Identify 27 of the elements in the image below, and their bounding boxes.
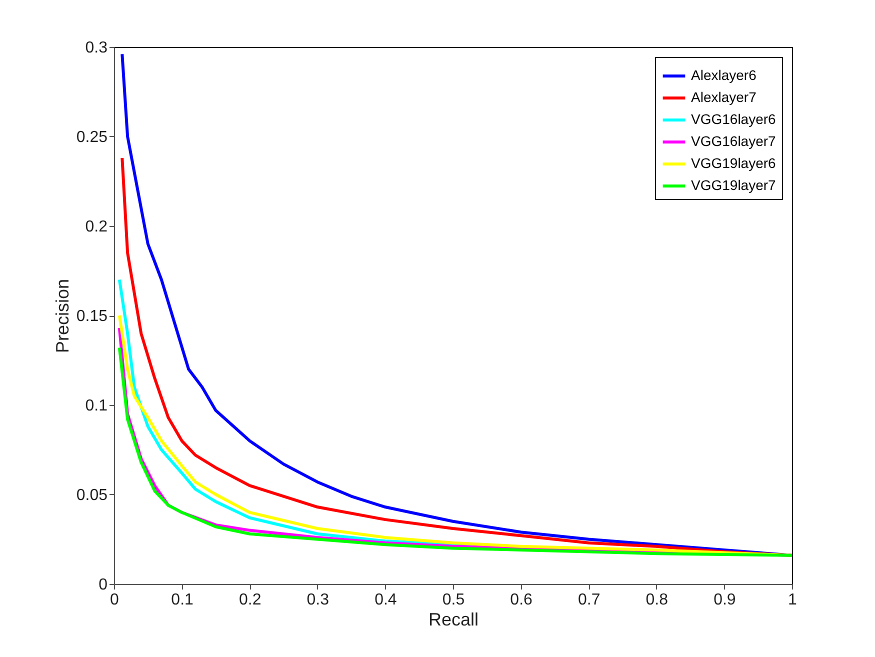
y-tick-label: 0.2 (85, 218, 108, 236)
y-axis-title: Precision (52, 278, 72, 354)
y-tick-label: 0.05 (76, 487, 108, 504)
x-tick-label: 0 (110, 592, 120, 608)
x-tick-label: 0.8 (646, 592, 668, 608)
legend-label: VGG19layer6 (691, 155, 776, 171)
x-tick-label: 0.9 (714, 592, 736, 608)
legend-label: VGG16layer6 (691, 111, 776, 127)
x-tick-label: 0.2 (238, 592, 262, 608)
x-axis-title: Recall (428, 610, 479, 630)
x-tick-label: 0.1 (171, 592, 194, 608)
x-tick-label: 1 (788, 592, 798, 608)
x-tick-label: 0.5 (442, 592, 465, 608)
line-series (120, 52, 794, 557)
legend-label: VGG19layer7 (691, 177, 776, 193)
y-tick-label: 0 (98, 576, 108, 594)
y-tick-label: 0.15 (76, 308, 108, 325)
y-tick-label: 0.1 (85, 398, 108, 414)
y-tick-label: 0.3 (85, 40, 108, 56)
legend-label: VGG16layer7 (691, 133, 776, 149)
legend-label: Alexlayer7 (691, 89, 757, 105)
x-tick-label: 0.3 (306, 592, 330, 608)
x-tick-label: 0.4 (374, 592, 397, 608)
x-tick-label: 0.6 (510, 592, 533, 608)
legend-label: Alexlayer6 (691, 67, 757, 83)
x-tick-label: 0.7 (578, 592, 600, 608)
y-tick-label: 0.25 (76, 129, 108, 146)
